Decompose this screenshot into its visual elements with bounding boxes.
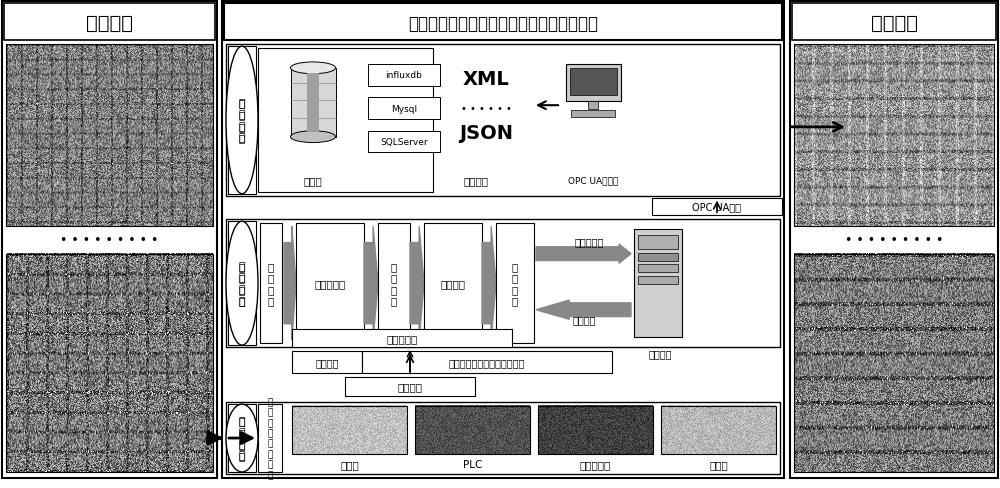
Bar bbox=[307, 74, 319, 132]
Polygon shape bbox=[364, 227, 378, 340]
Bar bbox=[224, 4, 782, 41]
Bar bbox=[292, 330, 512, 347]
Bar bbox=[222, 2, 784, 478]
Bar bbox=[258, 49, 433, 192]
Text: OPC UA客户端: OPC UA客户端 bbox=[568, 176, 618, 185]
Ellipse shape bbox=[290, 63, 336, 75]
Text: • • • • • • • • •: • • • • • • • • • bbox=[845, 234, 943, 247]
Bar bbox=[792, 4, 996, 41]
Bar bbox=[362, 351, 612, 373]
Text: SQLServer: SQLServer bbox=[380, 138, 428, 147]
Bar bbox=[570, 69, 617, 96]
Bar bbox=[228, 47, 256, 194]
Bar bbox=[638, 236, 678, 249]
Bar bbox=[652, 198, 782, 216]
Polygon shape bbox=[536, 301, 631, 320]
Polygon shape bbox=[284, 227, 296, 340]
Bar bbox=[290, 69, 336, 138]
Bar bbox=[292, 406, 407, 454]
Bar bbox=[4, 4, 215, 41]
Bar bbox=[588, 102, 598, 110]
Bar bbox=[6, 254, 213, 472]
Bar bbox=[378, 224, 410, 344]
Bar bbox=[226, 45, 780, 196]
Text: 物理空间: 物理空间 bbox=[86, 14, 133, 33]
Bar bbox=[634, 230, 682, 338]
Polygon shape bbox=[410, 227, 424, 340]
Bar bbox=[638, 253, 678, 261]
Ellipse shape bbox=[290, 131, 336, 143]
Bar bbox=[368, 65, 440, 86]
Text: 发布格式: 发布格式 bbox=[464, 176, 488, 185]
Bar bbox=[368, 98, 440, 120]
Bar bbox=[638, 265, 678, 273]
Text: 工控机: 工控机 bbox=[709, 459, 728, 469]
Text: 二维码追溯: 二维码追溯 bbox=[580, 459, 611, 469]
Text: JSON: JSON bbox=[459, 124, 513, 143]
Text: OPC UA协议: OPC UA协议 bbox=[692, 202, 742, 212]
Text: 感
知
设
备
信
息
接
入: 感 知 设 备 信 息 接 入 bbox=[267, 397, 273, 479]
Bar bbox=[296, 224, 364, 344]
Bar bbox=[6, 45, 213, 226]
Bar bbox=[260, 224, 282, 344]
Text: 表
征
模
块: 表 征 模 块 bbox=[239, 261, 245, 306]
Bar bbox=[415, 406, 530, 454]
Text: Mysql: Mysql bbox=[391, 104, 417, 113]
Bar bbox=[424, 224, 482, 344]
Text: influxdb: influxdb bbox=[386, 71, 422, 80]
Text: 数字化表征: 数字化表征 bbox=[314, 279, 346, 288]
Bar bbox=[661, 406, 776, 454]
Text: 数据类型转换，数据元素集成: 数据类型转换，数据元素集成 bbox=[449, 357, 525, 367]
Text: PLC: PLC bbox=[463, 459, 482, 469]
Bar bbox=[368, 131, 440, 153]
Bar bbox=[794, 254, 994, 472]
Text: 数据库: 数据库 bbox=[304, 176, 322, 185]
Text: 数据更新: 数据更新 bbox=[572, 315, 596, 325]
Text: 私有协议: 私有协议 bbox=[398, 382, 422, 391]
Bar bbox=[566, 65, 621, 102]
Text: 生
产
车
间: 生 产 车 间 bbox=[268, 261, 274, 306]
Bar bbox=[226, 402, 780, 474]
Bar bbox=[538, 406, 653, 454]
Bar bbox=[226, 220, 780, 347]
Text: 发
布
模
块: 发 布 模 块 bbox=[239, 99, 245, 143]
Text: 数据填充: 数据填充 bbox=[648, 348, 672, 358]
Text: 表
征
模
型: 表 征 模 型 bbox=[391, 261, 397, 306]
Ellipse shape bbox=[226, 222, 258, 346]
Text: 表
征
模
块: 表 征 模 块 bbox=[239, 261, 245, 306]
Text: 感知数据: 感知数据 bbox=[315, 357, 339, 367]
Bar bbox=[496, 224, 534, 344]
Polygon shape bbox=[482, 227, 496, 340]
Text: 模型实例化: 模型实例化 bbox=[574, 236, 604, 246]
Bar bbox=[258, 404, 282, 472]
Text: 信
息
模
型: 信 息 模 型 bbox=[512, 261, 518, 306]
Polygon shape bbox=[536, 244, 631, 264]
Text: 数字孪生装配车间的实时数据感知体系框架: 数字孪生装配车间的实时数据感知体系框架 bbox=[408, 15, 598, 33]
Bar bbox=[345, 377, 475, 396]
Text: 发
布
模
块: 发 布 模 块 bbox=[239, 99, 245, 143]
Ellipse shape bbox=[226, 47, 258, 194]
Text: • • • • • • • • •: • • • • • • • • • bbox=[60, 234, 159, 247]
Text: 传感器: 传感器 bbox=[340, 459, 359, 469]
Text: 虚拟空间: 虚拟空间 bbox=[870, 14, 918, 33]
Text: 采
集
模
块: 采 集 模 块 bbox=[239, 416, 245, 461]
Bar bbox=[638, 277, 678, 285]
Text: 模型应用: 模型应用 bbox=[440, 279, 466, 288]
Bar bbox=[571, 111, 615, 118]
Bar bbox=[794, 45, 994, 226]
Text: • • • • • •: • • • • • • bbox=[461, 104, 511, 114]
Ellipse shape bbox=[226, 404, 258, 472]
Bar bbox=[790, 2, 998, 478]
Bar bbox=[2, 2, 217, 478]
Text: XML: XML bbox=[463, 70, 509, 89]
Bar bbox=[228, 222, 256, 346]
Text: 采
集
模
块: 采 集 模 块 bbox=[239, 416, 245, 461]
Bar bbox=[292, 351, 362, 373]
Text: 工业以太网: 工业以太网 bbox=[386, 334, 418, 344]
Bar bbox=[228, 404, 256, 472]
